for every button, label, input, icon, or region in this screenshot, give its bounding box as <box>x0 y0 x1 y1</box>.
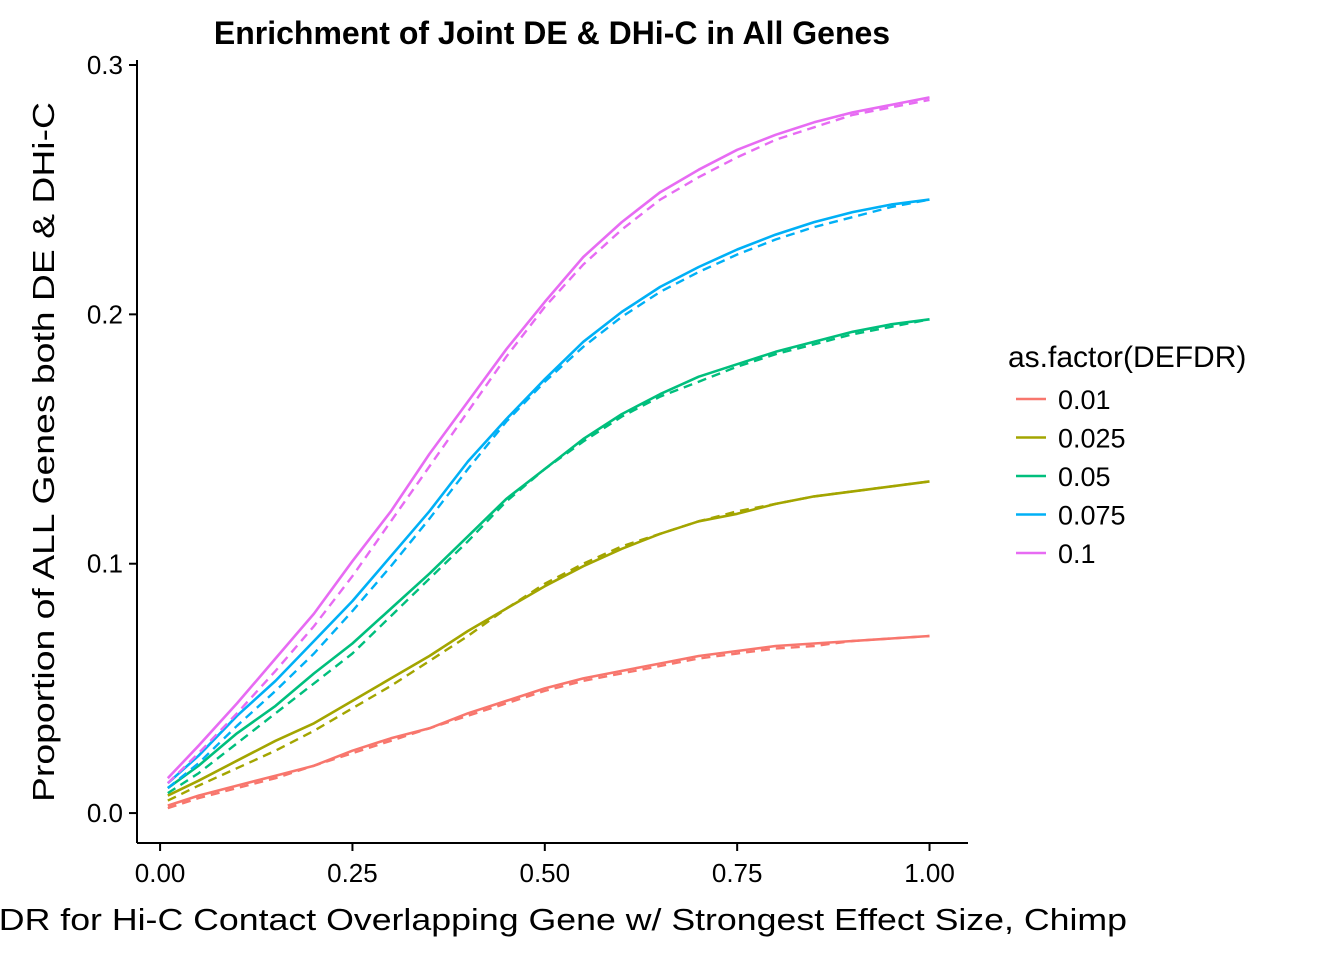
x-tick-label: 0.00 <box>135 858 186 888</box>
y-axis-ticks: 0.0 0.1 0.2 0.3 <box>87 50 137 828</box>
x-tick-label: 1.00 <box>904 858 955 888</box>
series-fit-line-0.05 <box>167 318 930 795</box>
y-tick-label: 0.1 <box>87 549 123 579</box>
x-tick-label: 0.25 <box>327 858 378 888</box>
legend-label: 0.025 <box>1058 424 1126 454</box>
y-tick-label: 0.2 <box>87 299 123 329</box>
series-line-0.1 <box>166 96 930 780</box>
x-tick-label: 0.75 <box>712 858 763 888</box>
legend-item: 0.025 <box>1016 424 1126 454</box>
x-axis-title: FDR for Hi-C Contact Overlapping Gene w/… <box>0 902 1127 937</box>
legend-label: 0.05 <box>1058 462 1111 492</box>
series-fit-line-0.075 <box>167 198 930 790</box>
y-tick-label: 0.0 <box>87 798 123 828</box>
series-line-0.025 <box>167 480 930 797</box>
series-line-0.01 <box>167 634 930 807</box>
series-layer <box>166 96 930 810</box>
legend: as.factor(DEFDR) 0.01 0.025 0.05 0.075 0.1 <box>1008 341 1246 569</box>
legend-item: 0.075 <box>1016 501 1126 531</box>
series-line-0.05 <box>167 318 930 790</box>
series-line-0.075 <box>166 198 930 785</box>
x-axis-ticks: 0.00 0.25 0.50 0.75 1.00 <box>135 843 955 888</box>
series-fit-line-0.01 <box>167 634 930 810</box>
y-tick-label: 0.3 <box>87 50 123 80</box>
legend-items: 0.01 0.025 0.05 0.075 0.1 <box>1016 385 1126 569</box>
legend-item: 0.1 <box>1016 539 1096 569</box>
y-axis-title: Proportion of ALL Genes both DE & DHi-C <box>26 102 61 802</box>
plot-area: 0.0 0.1 0.2 0.3 0.00 0.25 0.50 0.75 1.00 <box>87 50 968 888</box>
legend-item: 0.05 <box>1016 462 1111 492</box>
series-fit-line-0.025 <box>167 480 930 802</box>
legend-label: 0.075 <box>1058 501 1126 531</box>
legend-title: as.factor(DEFDR) <box>1008 341 1246 374</box>
legend-label: 0.01 <box>1058 385 1111 415</box>
legend-item: 0.01 <box>1016 385 1111 415</box>
x-tick-label: 0.50 <box>520 858 571 888</box>
legend-label: 0.1 <box>1058 539 1096 569</box>
series-fit-line-0.1 <box>166 98 930 785</box>
chart-title: Enrichment of Joint DE & DHi-C in All Ge… <box>214 15 890 51</box>
